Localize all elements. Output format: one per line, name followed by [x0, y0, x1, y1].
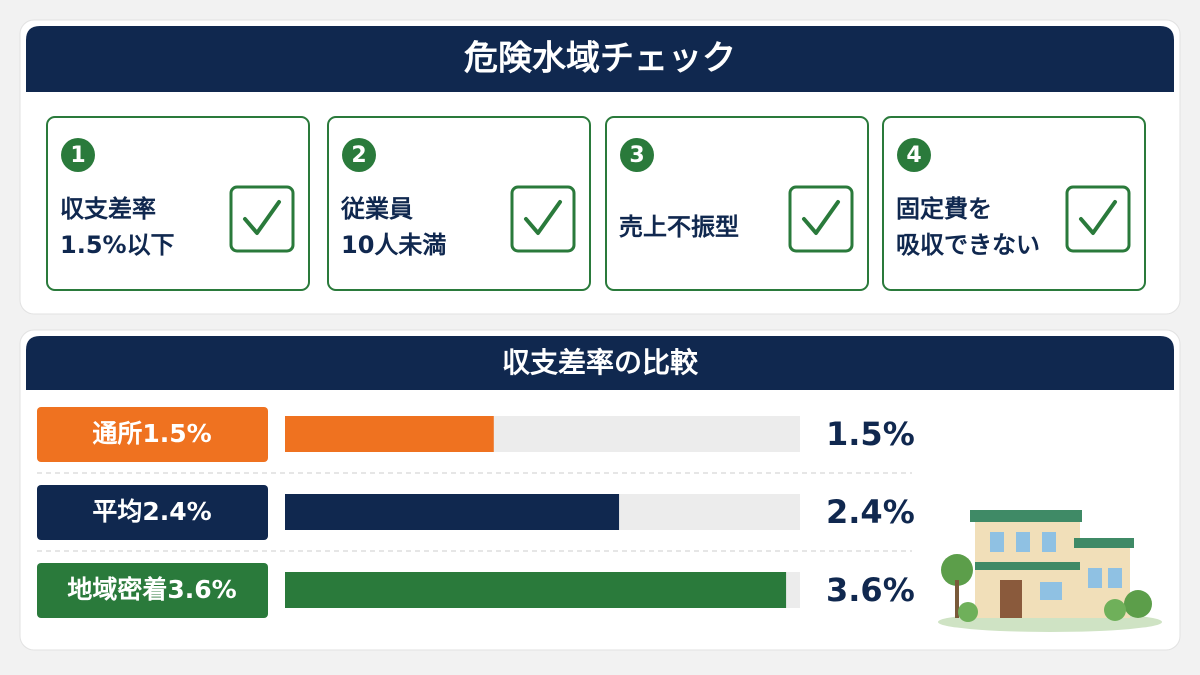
item-text: 収支差率: [60, 195, 156, 223]
item-number: 2: [351, 143, 366, 168]
item-number: 1: [70, 143, 85, 168]
house-illustration: [938, 510, 1162, 632]
check-title: 危険水域チェック: [464, 39, 736, 79]
check-box: [1065, 185, 1131, 253]
item-text: 1.5%以下: [60, 231, 175, 259]
chart-panel: [19, 329, 1181, 651]
bar: [285, 572, 787, 608]
number-badge: [620, 138, 654, 172]
item-number: 3: [629, 143, 644, 168]
category-box: [37, 485, 268, 540]
value-label: 3.6%: [826, 571, 915, 609]
item-text: 吸収できない: [896, 231, 1040, 259]
item-text: 従業員: [340, 195, 413, 223]
check-box: [229, 185, 295, 253]
item-text: 売上不振型: [619, 213, 739, 241]
category-box: [37, 563, 268, 618]
chart-title: 収支差率の比較: [502, 346, 699, 379]
category-label: 地域密着3.6%: [67, 575, 236, 604]
check-box: [510, 185, 576, 253]
bar: [285, 416, 494, 452]
value-label: 1.5%: [826, 415, 915, 453]
number-badge: [897, 138, 931, 172]
chart-header: [26, 336, 1174, 390]
number-badge: [342, 138, 376, 172]
check-mark: [802, 200, 840, 235]
bar: [285, 494, 620, 530]
check-mark: [1079, 200, 1117, 235]
value-label: 2.4%: [826, 493, 915, 531]
category-box: [37, 407, 268, 462]
check-mark: [243, 200, 281, 235]
check-mark: [524, 200, 562, 235]
item-text: 10人未満: [341, 231, 446, 259]
number-badge: [61, 138, 95, 172]
item-text: 固定費を: [896, 195, 992, 223]
check-header: [26, 26, 1174, 92]
item-number: 4: [906, 143, 921, 168]
category-label: 通所1.5%: [92, 419, 211, 448]
check-box: [788, 185, 854, 253]
bar-rows: 通所1.5% 1.5% 平均2.4% 2.4% 地域密着3.6% 3.6%: [37, 407, 915, 618]
category-label: 平均2.4%: [92, 497, 211, 526]
